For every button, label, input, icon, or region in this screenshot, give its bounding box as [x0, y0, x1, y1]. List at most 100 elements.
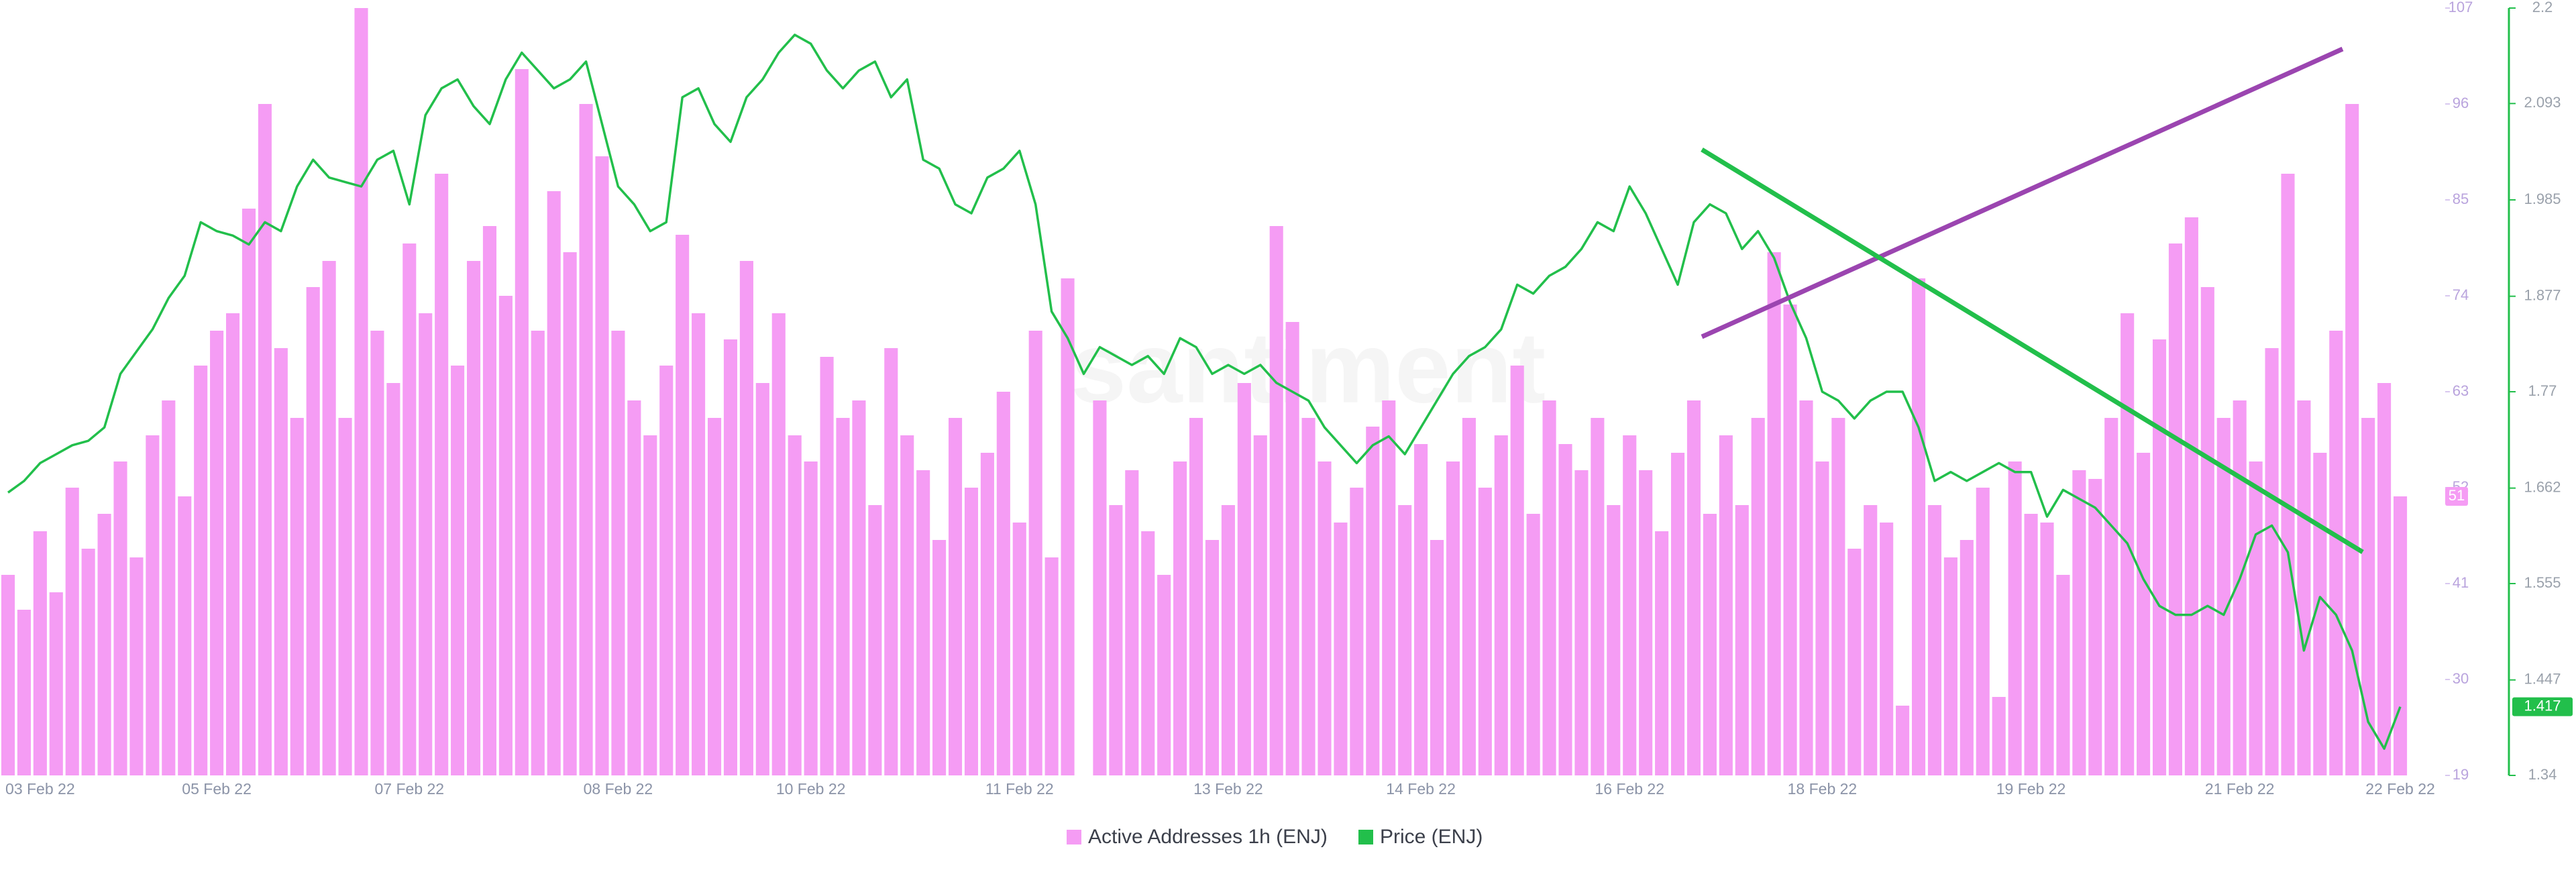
bar: [1189, 418, 1203, 775]
bar: [2377, 383, 2392, 775]
bar: [1558, 444, 1572, 775]
bar: [1510, 366, 1524, 775]
bar: [2104, 418, 2118, 775]
bar: [322, 261, 336, 775]
y2-tick-label: 1.985: [2524, 190, 2561, 207]
bar: [2233, 400, 2247, 775]
y-tick-label: 41: [2453, 574, 2469, 591]
bar: [435, 174, 449, 775]
y2-tick-label: 1.555: [2524, 574, 2561, 591]
bar: [225, 313, 240, 775]
bar: [676, 235, 690, 775]
x-tick-label: 16 Feb 22: [1595, 780, 1664, 798]
bar: [1494, 435, 1508, 775]
bar: [466, 261, 481, 775]
bar: [2056, 575, 2070, 775]
bar: [659, 366, 674, 775]
x-tick-label: 08 Feb 22: [584, 780, 653, 798]
bar: [1880, 523, 1894, 775]
x-tick-label: 05 Feb 22: [182, 780, 252, 798]
bar: [1285, 322, 1299, 775]
bar: [178, 496, 192, 775]
legend-swatch[interactable]: [1067, 830, 1081, 844]
bar: [290, 418, 304, 775]
y2-tick-label: 2.2: [2532, 0, 2553, 15]
bar: [755, 383, 769, 775]
bar: [498, 296, 513, 775]
bar: [1639, 470, 1653, 775]
bar: [2024, 514, 2038, 775]
bar: [1446, 461, 1460, 775]
legend-label[interactable]: Active Addresses 1h (ENJ): [1088, 826, 1328, 848]
y2-tick-label: 1.77: [2528, 382, 2557, 399]
price-line: [7, 34, 2402, 750]
bar: [306, 287, 320, 775]
bar: [868, 505, 882, 775]
x-tick-label: 10 Feb 22: [776, 780, 846, 798]
bar: [723, 339, 738, 775]
bar: [2329, 331, 2343, 775]
y-tick-label: 74: [2453, 286, 2469, 303]
y2-tick-label: 1.447: [2524, 670, 2561, 687]
bar: [1221, 505, 1235, 775]
bar: [146, 435, 160, 775]
bar: [258, 104, 272, 775]
y-tick-label: 30: [2453, 670, 2469, 687]
bar: [1414, 444, 1428, 775]
bar: [1655, 531, 1669, 775]
bar: [515, 69, 529, 775]
last-value-tag: [2445, 487, 2468, 506]
bar: [65, 488, 79, 775]
last-value-label: 1.417: [2524, 697, 2561, 714]
bar: [1719, 435, 1733, 775]
bar: [1591, 418, 1605, 775]
legend: Active Addresses 1h (ENJ) Price (ENJ): [1067, 826, 1483, 848]
bar: [1670, 453, 1685, 775]
bar: [692, 313, 706, 775]
bar: [1109, 505, 1123, 775]
bar: [1462, 418, 1476, 775]
bar: [370, 331, 384, 775]
bar: [386, 383, 400, 775]
x-tick-label: 13 Feb 22: [1193, 780, 1263, 798]
x-tick-label: 07 Feb 22: [375, 780, 445, 798]
bar: [579, 104, 593, 775]
bar: [1301, 418, 1316, 775]
bar: [1430, 540, 1444, 775]
bar: [1927, 505, 1942, 775]
bar: [338, 418, 352, 775]
bar: [916, 470, 930, 775]
bar: [113, 461, 127, 775]
bar: [1173, 461, 1187, 775]
bar: [1574, 470, 1589, 775]
bar: [1478, 488, 1492, 775]
bar: [194, 366, 208, 775]
bar: [354, 8, 368, 775]
bar: [1686, 400, 1701, 775]
bar: [1751, 418, 1765, 775]
bar: [884, 348, 898, 775]
bar: [836, 418, 850, 775]
bar: [1992, 697, 2006, 775]
y-tick-label: 19: [2453, 766, 2469, 783]
bar: [1799, 400, 1813, 775]
bar: [1735, 505, 1749, 775]
bar: [2200, 287, 2214, 775]
x-tick-label: 11 Feb 22: [985, 780, 1054, 798]
legend-swatch[interactable]: [1358, 830, 1373, 844]
bar: [1237, 383, 1251, 775]
bar: [81, 549, 95, 775]
bar: [1350, 488, 1364, 775]
bar: [1911, 278, 1926, 775]
bar: [241, 209, 256, 775]
bar: [1526, 514, 1540, 775]
x-tick-label: 19 Feb 22: [1996, 780, 2066, 798]
bar: [531, 331, 545, 775]
bar: [2168, 243, 2183, 775]
x-tick-label: 22 Feb 22: [2365, 780, 2435, 798]
bar: [17, 610, 31, 775]
legend-label[interactable]: Price (ENJ): [1380, 826, 1483, 848]
bar: [2345, 104, 2359, 775]
bar: [2249, 461, 2263, 775]
bar: [1976, 488, 1990, 775]
